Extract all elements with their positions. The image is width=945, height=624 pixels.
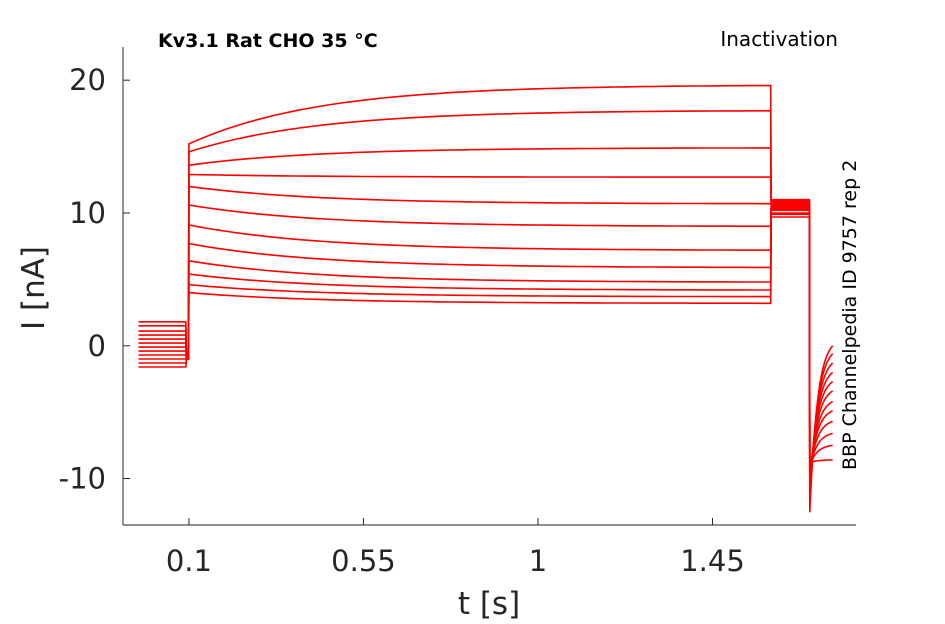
source-label: BBP Channelpedia ID 9757 rep 2	[839, 160, 861, 470]
x-axis-title: t [s]	[458, 586, 520, 622]
x-tick-label: 0.1	[166, 544, 212, 578]
y-axis-title: I [nA]	[16, 246, 52, 330]
y-tick-label: 0	[88, 329, 106, 363]
trace-7	[138, 206, 834, 478]
trace-3	[138, 147, 834, 498]
trace-5	[138, 185, 834, 486]
x-tick-label: 1.45	[680, 544, 745, 578]
y-tick-label: 10	[69, 196, 106, 230]
trace-11	[138, 213, 833, 467]
trace-9	[138, 209, 833, 472]
trace-2	[138, 109, 834, 505]
x-ticks: 0.1 0.55 1 1.45	[166, 518, 745, 578]
chart-title: Kv3.1 Rat CHO 35 °C	[158, 30, 378, 52]
trace-10	[138, 212, 833, 469]
x-tick-label: 0.55	[331, 544, 396, 578]
trace-8	[138, 208, 834, 474]
y-ticks: 20 10 0 -10	[59, 63, 130, 496]
current-traces	[138, 84, 834, 513]
protocol-label: Inactivation	[720, 27, 838, 51]
y-tick-label: -10	[59, 462, 106, 496]
trace-12	[138, 216, 833, 464]
x-tick-label: 1	[529, 544, 547, 578]
trace-6	[138, 204, 834, 482]
trace-4	[138, 173, 834, 492]
y-tick-label: 20	[69, 63, 106, 97]
